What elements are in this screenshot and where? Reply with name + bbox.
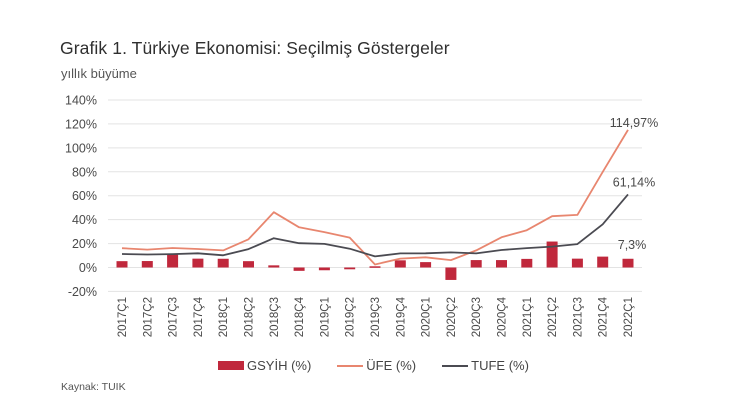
x-tick-label: 2018Ç3 bbox=[269, 297, 281, 337]
gsyih-bar bbox=[116, 261, 128, 268]
y-tick-label: 100% bbox=[65, 141, 97, 155]
value-annotation: 114,97% bbox=[610, 116, 658, 130]
x-tick-label: 2021Ç2 bbox=[547, 297, 559, 337]
x-tick-label: 2020Ç3 bbox=[471, 297, 483, 337]
x-tick-label: 2019Ç4 bbox=[395, 296, 407, 337]
legend: GSYİH (%) ÜFE (%) TUFE (%) bbox=[218, 358, 529, 373]
line-swatch-icon bbox=[442, 364, 469, 367]
gsyih-bar bbox=[243, 261, 254, 268]
x-tick-label: 2021Ç4 bbox=[598, 296, 610, 337]
x-axis-ticks: 2017Ç1 2017Ç2 2017Ç3 2017Ç4 2018Ç1 2018Ç2 2018… bbox=[117, 296, 635, 337]
y-tick-label: 40% bbox=[72, 213, 97, 227]
gsyih-bar bbox=[293, 267, 305, 271]
x-tick-label: 2021Ç1 bbox=[522, 297, 534, 337]
gsyih-bars bbox=[116, 241, 634, 280]
gsyih-bar bbox=[318, 267, 330, 271]
gsyih-bar bbox=[571, 258, 583, 268]
x-tick-label: 2018Ç1 bbox=[218, 297, 230, 337]
ufe-line bbox=[121, 129, 629, 266]
x-tick-label: 2020Ç1 bbox=[421, 297, 433, 337]
x-tick-label: 2020Ç2 bbox=[446, 297, 458, 337]
x-tick-label: 2017Ç1 bbox=[117, 297, 129, 337]
gsyih-bar bbox=[622, 258, 634, 268]
gsyih-bar bbox=[394, 260, 406, 268]
source-note: Kaynak: TUIK bbox=[61, 381, 126, 393]
x-tick-label: 2017Ç3 bbox=[168, 297, 180, 337]
y-axis-ticks: -20% 0% 20% 40% 60% 80% 100% 120% 140% bbox=[65, 94, 97, 299]
inflation-lines bbox=[121, 129, 629, 266]
gsyih-bar bbox=[546, 241, 558, 268]
value-annotation: 61,14% bbox=[613, 175, 655, 189]
x-tick-label: 2019Ç1 bbox=[319, 297, 331, 337]
line-swatch-icon bbox=[337, 364, 364, 367]
chart-title: Grafik 1. Türkiye Ekonomisi: Seçilmiş Gö… bbox=[60, 38, 450, 58]
gsyih-bar bbox=[470, 260, 482, 268]
legend-label: GSYİH (%) bbox=[247, 358, 312, 373]
legend-label: TUFE (%) bbox=[471, 358, 529, 373]
gsyih-bar bbox=[521, 258, 533, 268]
gsyih-bar bbox=[597, 256, 609, 268]
gsyih-bar bbox=[141, 261, 153, 268]
value-annotations: 114,97% 61,14% 7,3% bbox=[610, 116, 658, 252]
gsyih-bar bbox=[192, 258, 204, 268]
y-tick-label: 0% bbox=[79, 261, 97, 275]
y-tick-label: -20% bbox=[68, 285, 97, 299]
y-tick-label: 60% bbox=[72, 189, 97, 203]
y-tick-label: 80% bbox=[72, 165, 97, 179]
x-tick-label: 2017Ç2 bbox=[142, 297, 154, 337]
gsyih-bar bbox=[268, 265, 280, 268]
y-tick-label: 140% bbox=[65, 94, 97, 108]
x-tick-label: 2019Ç2 bbox=[345, 297, 357, 337]
y-axis-unit-label: yıllık büyüme bbox=[61, 66, 137, 81]
gsyih-bar bbox=[445, 267, 457, 280]
gsyih-bar bbox=[217, 258, 229, 268]
x-tick-label: 2019Ç3 bbox=[370, 297, 382, 337]
legend-item-gsyih: GSYİH (%) bbox=[218, 358, 311, 373]
x-tick-label: 2017Ç4 bbox=[193, 296, 205, 337]
x-tick-label: 2018Ç2 bbox=[244, 297, 256, 337]
legend-item-ufe: ÜFE (%) bbox=[337, 358, 416, 373]
x-tick-label: 2021Ç3 bbox=[572, 297, 584, 337]
y-tick-label: 120% bbox=[65, 117, 97, 131]
x-tick-label: 2022Ç1 bbox=[623, 297, 635, 337]
gridlines bbox=[108, 99, 642, 292]
gsyih-bar bbox=[369, 266, 381, 268]
tufe-line bbox=[121, 193, 629, 258]
x-tick-label: 2020Ç4 bbox=[497, 296, 509, 337]
legend-label: ÜFE (%) bbox=[366, 358, 417, 373]
y-tick-label: 20% bbox=[72, 237, 97, 251]
value-annotation: 7,3% bbox=[618, 238, 647, 252]
gsyih-bar bbox=[167, 254, 179, 268]
x-tick-label: 2018Ç4 bbox=[294, 296, 306, 337]
gsyih-bar bbox=[344, 267, 356, 270]
gsyih-bar bbox=[496, 260, 507, 268]
legend-item-tufe: TUFE (%) bbox=[442, 358, 529, 373]
gsyih-bar bbox=[420, 262, 432, 268]
bar-swatch-icon bbox=[218, 361, 244, 370]
